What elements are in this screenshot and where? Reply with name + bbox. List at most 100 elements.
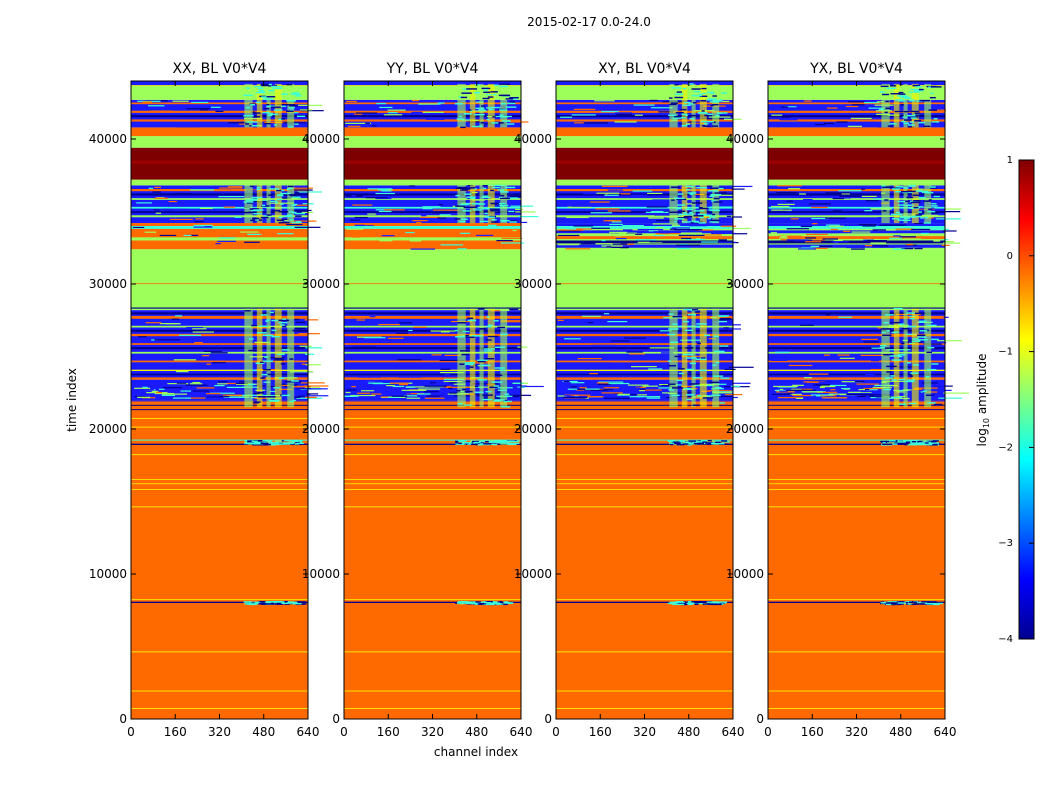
heatmap-speckle — [282, 601, 287, 603]
heatmap-speckle — [669, 103, 677, 106]
heatmap-speckle — [286, 188, 290, 191]
heatmap-channel-artefact — [881, 83, 890, 128]
heatmap-speckle — [208, 104, 225, 106]
heatmap-speckle — [261, 96, 270, 98]
heatmap-speckle — [384, 209, 405, 211]
heatmap-stripe — [768, 240, 945, 244]
heatmap-speckle — [416, 221, 422, 224]
heatmap-speckle — [860, 354, 886, 356]
heatmap-speckle — [207, 396, 230, 398]
heatmap-speckle — [189, 189, 215, 191]
heatmap-speckle — [379, 106, 393, 109]
heatmap-speckle — [668, 365, 677, 367]
heatmap-stripe — [768, 215, 945, 218]
heatmap-speckle — [937, 340, 963, 342]
heatmap-speckle — [281, 189, 285, 192]
heatmap-speckle — [381, 235, 395, 237]
heatmap-speckle — [862, 225, 876, 227]
heatmap-speckle — [215, 110, 224, 113]
heatmap-speckle — [900, 104, 904, 106]
heatmap-speckle — [462, 119, 472, 121]
heatmap-speckle — [888, 326, 899, 329]
heatmap-speckle — [409, 240, 422, 242]
heatmap-speckle — [909, 601, 917, 603]
heatmap-speckle — [486, 115, 512, 118]
heatmap-speckle — [942, 230, 957, 232]
heatmap-stripe — [768, 189, 945, 192]
heatmap-speckle — [685, 208, 693, 211]
heatmap-speckle — [391, 395, 408, 397]
heatmap-speckle — [183, 234, 192, 237]
heatmap-speckle — [808, 373, 829, 375]
heatmap-speckle — [701, 439, 708, 442]
heatmap-speckle — [456, 390, 461, 392]
heatmap-speckle — [681, 237, 692, 240]
heatmap-speckle — [509, 308, 519, 311]
heatmap-speckle — [557, 229, 583, 231]
heatmap-speckle — [470, 197, 476, 200]
heatmap-channel-artefact — [287, 185, 295, 224]
heatmap-speckle — [677, 602, 687, 605]
heatmap-speckle — [843, 230, 851, 233]
heatmap-speckle — [266, 214, 272, 216]
heatmap-speckle — [221, 221, 241, 223]
heatmap-speckle — [422, 208, 433, 210]
heatmap-panel-xx: XX, BL V0*V40 160 320 480 640010000200003000… — [89, 61, 329, 739]
heatmap-speckle — [688, 443, 694, 445]
heatmap-channel-artefact — [911, 83, 919, 128]
heatmap-speckle — [244, 443, 248, 445]
heatmap-speckle — [482, 394, 493, 396]
heatmap-band — [131, 179, 308, 186]
heatmap-speckle — [687, 444, 692, 446]
heatmap-speckle — [277, 353, 285, 356]
heatmap-speckle — [281, 394, 291, 397]
heatmap-stripe — [344, 119, 521, 122]
heatmap-speckle — [472, 125, 483, 128]
heatmap-speckle — [898, 100, 906, 102]
heatmap-speckle — [251, 324, 258, 327]
heatmap-speckle — [702, 603, 713, 605]
heatmap-speckle — [282, 325, 287, 328]
heatmap-speckle — [495, 384, 500, 386]
heatmap-stripe — [768, 347, 945, 350]
heatmap-speckle — [660, 352, 674, 354]
heatmap-band — [131, 127, 308, 137]
heatmap-speckle — [674, 229, 700, 231]
heatmap-speckle — [777, 383, 803, 386]
heatmap-stripe — [556, 283, 733, 285]
heatmap-speckle — [673, 221, 678, 223]
heatmap-speckle — [424, 397, 445, 399]
heatmap-speckle — [271, 209, 281, 212]
y-tick-label: 10000 — [89, 567, 127, 581]
heatmap-speckle — [928, 199, 932, 201]
heatmap-stripe — [556, 160, 733, 164]
x-tick-label: 480 — [252, 725, 275, 739]
heatmap-speckle — [606, 246, 612, 248]
heatmap-speckle — [889, 85, 897, 87]
heatmap-speckle — [871, 246, 896, 248]
x-tick-label: 640 — [722, 725, 745, 739]
heatmap-speckle — [260, 361, 264, 364]
heatmap-speckle — [227, 122, 252, 124]
heatmap-stripe — [556, 226, 733, 229]
heatmap-speckle — [885, 602, 897, 604]
heatmap-speckle — [720, 225, 737, 227]
heatmap-speckle — [925, 376, 930, 378]
heatmap-speckle — [712, 95, 717, 97]
heatmap-speckle — [659, 330, 672, 332]
heatmap-stripe — [556, 123, 733, 126]
heatmap-speckle — [810, 394, 834, 396]
heatmap-stripe — [131, 230, 308, 235]
heatmap-speckle — [292, 211, 297, 214]
heatmap-speckle — [345, 391, 351, 394]
heatmap-speckle — [266, 103, 270, 106]
y-tick-label: 20000 — [726, 422, 764, 436]
heatmap-speckle — [147, 386, 170, 388]
heatmap-stripe — [344, 230, 521, 235]
heatmap-speckle — [589, 201, 610, 203]
heatmap-speckle — [707, 121, 714, 123]
heatmap-speckle — [714, 192, 723, 194]
heatmap-speckle — [291, 198, 298, 200]
y-tick-label: 40000 — [89, 132, 127, 146]
heatmap-speckle — [917, 339, 928, 341]
